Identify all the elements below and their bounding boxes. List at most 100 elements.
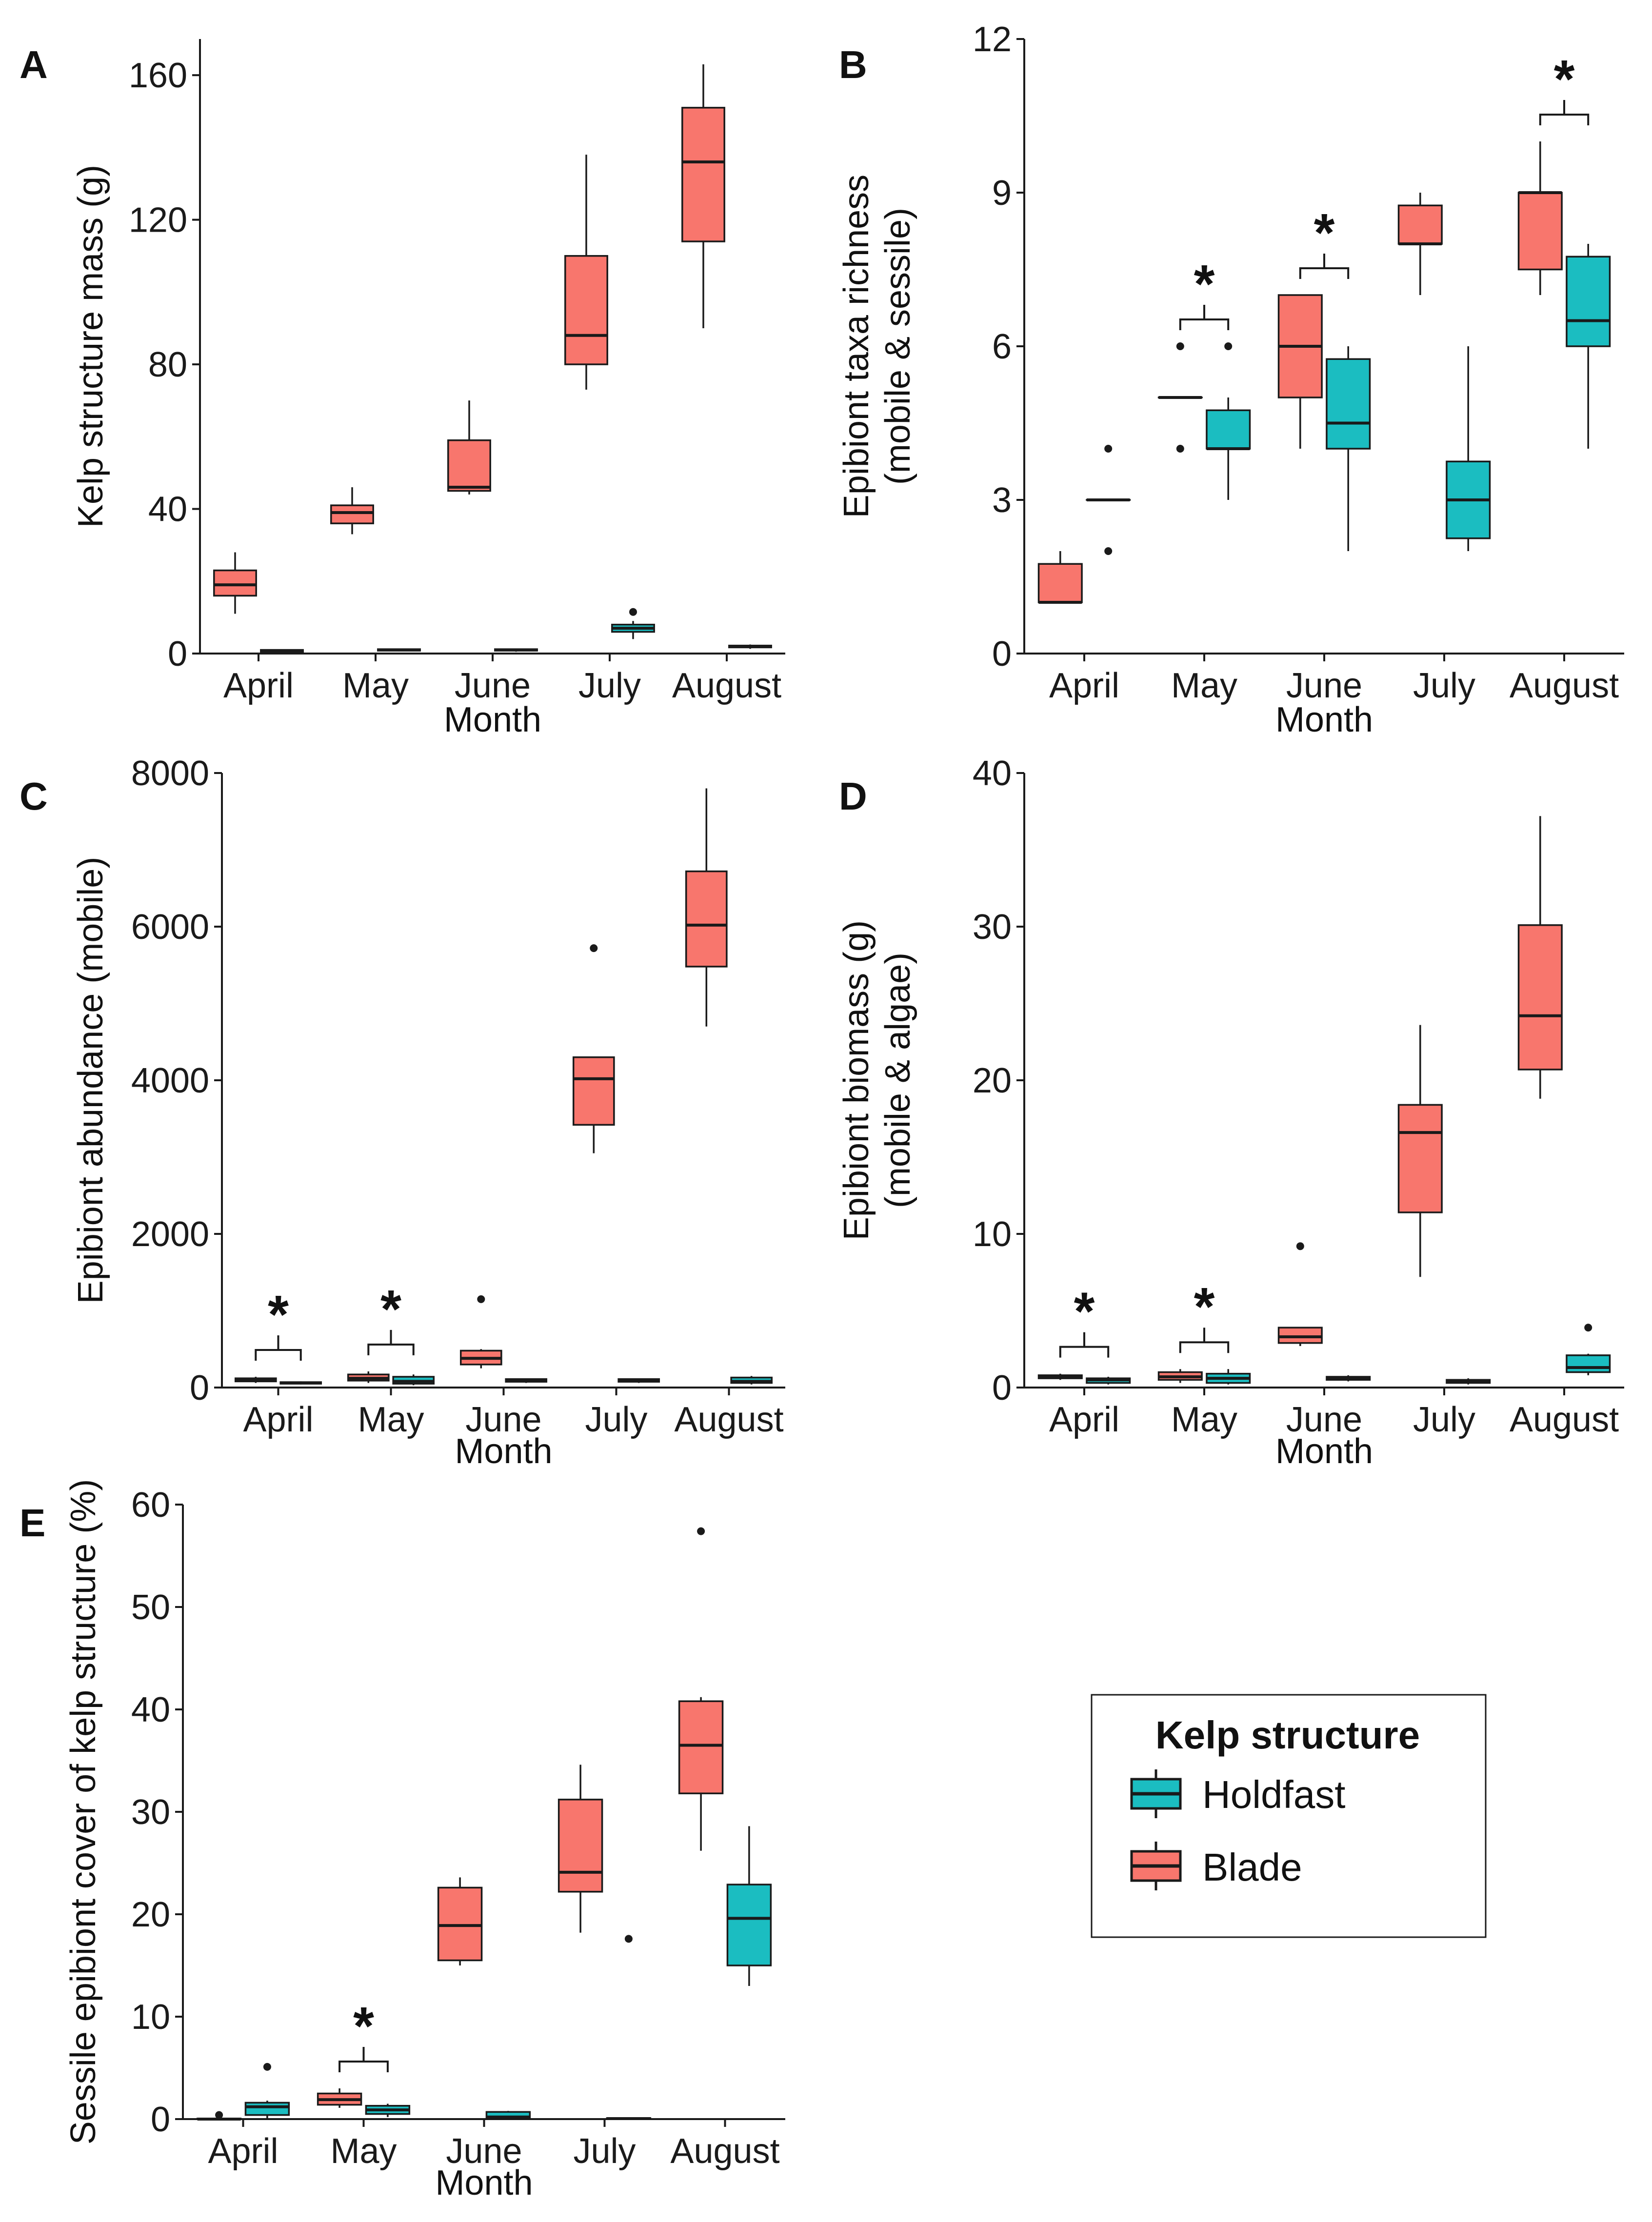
outlier-point — [477, 1295, 485, 1303]
box-holdfast-july — [606, 1935, 652, 2120]
y-tick-label: 20 — [973, 1061, 1012, 1100]
x-tick-label: August — [672, 666, 781, 705]
panel-d: D 0 10 20 30 40 April May June July August Month Epi… — [837, 754, 1624, 1471]
box-blade-july — [564, 155, 608, 390]
x-tick-label: June — [465, 1400, 541, 1439]
x-tick-label: May — [330, 2132, 397, 2171]
significance-bracket: * — [1059, 1282, 1110, 1358]
bracket-line — [367, 1329, 415, 1355]
significance-bracket: * — [1179, 254, 1230, 330]
x-tick-label: August — [1510, 1400, 1619, 1439]
significance-bracket: * — [338, 1996, 389, 2072]
iqr-box — [685, 870, 728, 968]
x-tick-label: May — [1171, 1400, 1237, 1439]
y-axis-title: Sessile epibiont cover of kelp structure… — [64, 1479, 103, 2145]
significance-bracket: * — [255, 1285, 302, 1361]
box-blade-april — [1037, 1373, 1083, 1380]
iqr-box — [1277, 1327, 1323, 1344]
y-tick-label: 30 — [973, 908, 1012, 947]
y-tick-label: 3 — [992, 481, 1012, 520]
x-axis-title: Month — [444, 700, 541, 739]
significance-star: * — [1194, 1277, 1215, 1337]
x-tick-label: July — [1413, 666, 1475, 705]
panel-e: E 0 10 20 30 40 50 60 April May June July August Mont… — [20, 1479, 785, 2202]
bracket-line — [338, 2047, 389, 2072]
box-holdfast-july — [617, 1378, 660, 1383]
significance-star: * — [1074, 1282, 1095, 1342]
box-holdfast-may — [392, 1374, 435, 1386]
iqr-box — [330, 504, 374, 524]
iqr-box — [572, 1056, 615, 1126]
bracket-line — [1059, 1332, 1110, 1358]
box-blade-august — [678, 1527, 724, 1851]
box-holdfast-april — [244, 2063, 290, 2119]
x-tick-label: June — [1286, 1400, 1362, 1439]
iqr-box — [1566, 1354, 1611, 1373]
x-tick-label: August — [1510, 666, 1619, 705]
iqr-box — [1397, 1104, 1443, 1213]
iqr-box — [726, 1884, 772, 1966]
x-tick-label: July — [573, 2132, 636, 2171]
box-holdfast-july — [611, 608, 655, 639]
iqr-box — [1397, 204, 1443, 245]
box-blade-june — [1277, 1242, 1323, 1346]
box-holdfast-april — [1086, 1376, 1131, 1385]
box-holdfast-may — [377, 648, 421, 652]
box-holdfast-august — [1566, 1324, 1611, 1375]
y-tick-label: 60 — [131, 1486, 170, 1525]
box-holdfast-june — [485, 2111, 531, 2119]
iqr-box — [681, 107, 725, 242]
x-tick-label: July — [585, 1400, 647, 1439]
x-tick-label: June — [455, 666, 531, 705]
bracket-line — [1179, 305, 1230, 330]
y-tick-label: 2000 — [131, 1215, 209, 1254]
legend-key-holdfast — [1130, 1769, 1182, 1818]
y-tick-label: 8000 — [131, 754, 209, 793]
box-blade-june — [437, 1877, 483, 1965]
box-holdfast-may — [1206, 1369, 1251, 1385]
significance-star: * — [1554, 49, 1575, 109]
box-blade-may — [1157, 1369, 1203, 1383]
box-blade-august — [685, 788, 728, 1027]
iqr-box — [1206, 409, 1251, 450]
box-holdfast-july — [1446, 1378, 1491, 1385]
y-axis-title: Kelp structure mass (g) — [71, 165, 110, 528]
box-holdfast-june — [1326, 346, 1371, 551]
box-blade-may — [330, 487, 374, 535]
legend-label-blade: Blade — [1202, 1845, 1302, 1889]
outlier-point — [215, 2111, 223, 2119]
significance-bracket: * — [1539, 49, 1590, 125]
panel-a: A 0 40 80 120 160 April May June July August Month K… — [20, 39, 785, 739]
box-holdfast-august — [1566, 244, 1611, 449]
legend-frame — [1091, 1694, 1487, 1938]
box-blade-may — [1157, 342, 1203, 453]
iqr-box — [1517, 924, 1563, 1071]
box-holdfast-june — [505, 1378, 548, 1383]
x-tick-label: April — [1049, 666, 1119, 705]
iqr-box — [437, 1886, 483, 1962]
y-axis-title-line2: (mobile & algae) — [878, 952, 917, 1208]
box-blade-august — [681, 64, 725, 328]
y-tick-label: 40 — [973, 754, 1012, 793]
box-blade-july — [1397, 1025, 1443, 1277]
significance-star: * — [1314, 203, 1335, 263]
y-tick-label: 9 — [992, 174, 1012, 213]
significance-star: * — [380, 1279, 401, 1339]
panel-c: C 0 2000 4000 6000 8000 April May June July August… — [20, 754, 785, 1471]
box-blade-june — [447, 400, 491, 495]
y-tick-label: 0 — [992, 635, 1012, 674]
box-blade-april — [234, 1376, 277, 1383]
box-holdfast-june — [1326, 1375, 1371, 1382]
significance-bracket: * — [1299, 203, 1350, 279]
iqr-box — [678, 1700, 724, 1794]
x-tick-label: May — [1171, 666, 1237, 705]
iqr-box — [213, 569, 257, 597]
y-tick-label: 50 — [131, 1588, 170, 1627]
outlier-point — [263, 2063, 271, 2071]
y-axis-title-line2: (mobile & sessile) — [878, 208, 917, 485]
outlier-point — [1176, 445, 1184, 453]
box-holdfast-april — [279, 1381, 322, 1385]
box-blade-april — [196, 2111, 242, 2121]
x-tick-label: April — [208, 2132, 278, 2171]
